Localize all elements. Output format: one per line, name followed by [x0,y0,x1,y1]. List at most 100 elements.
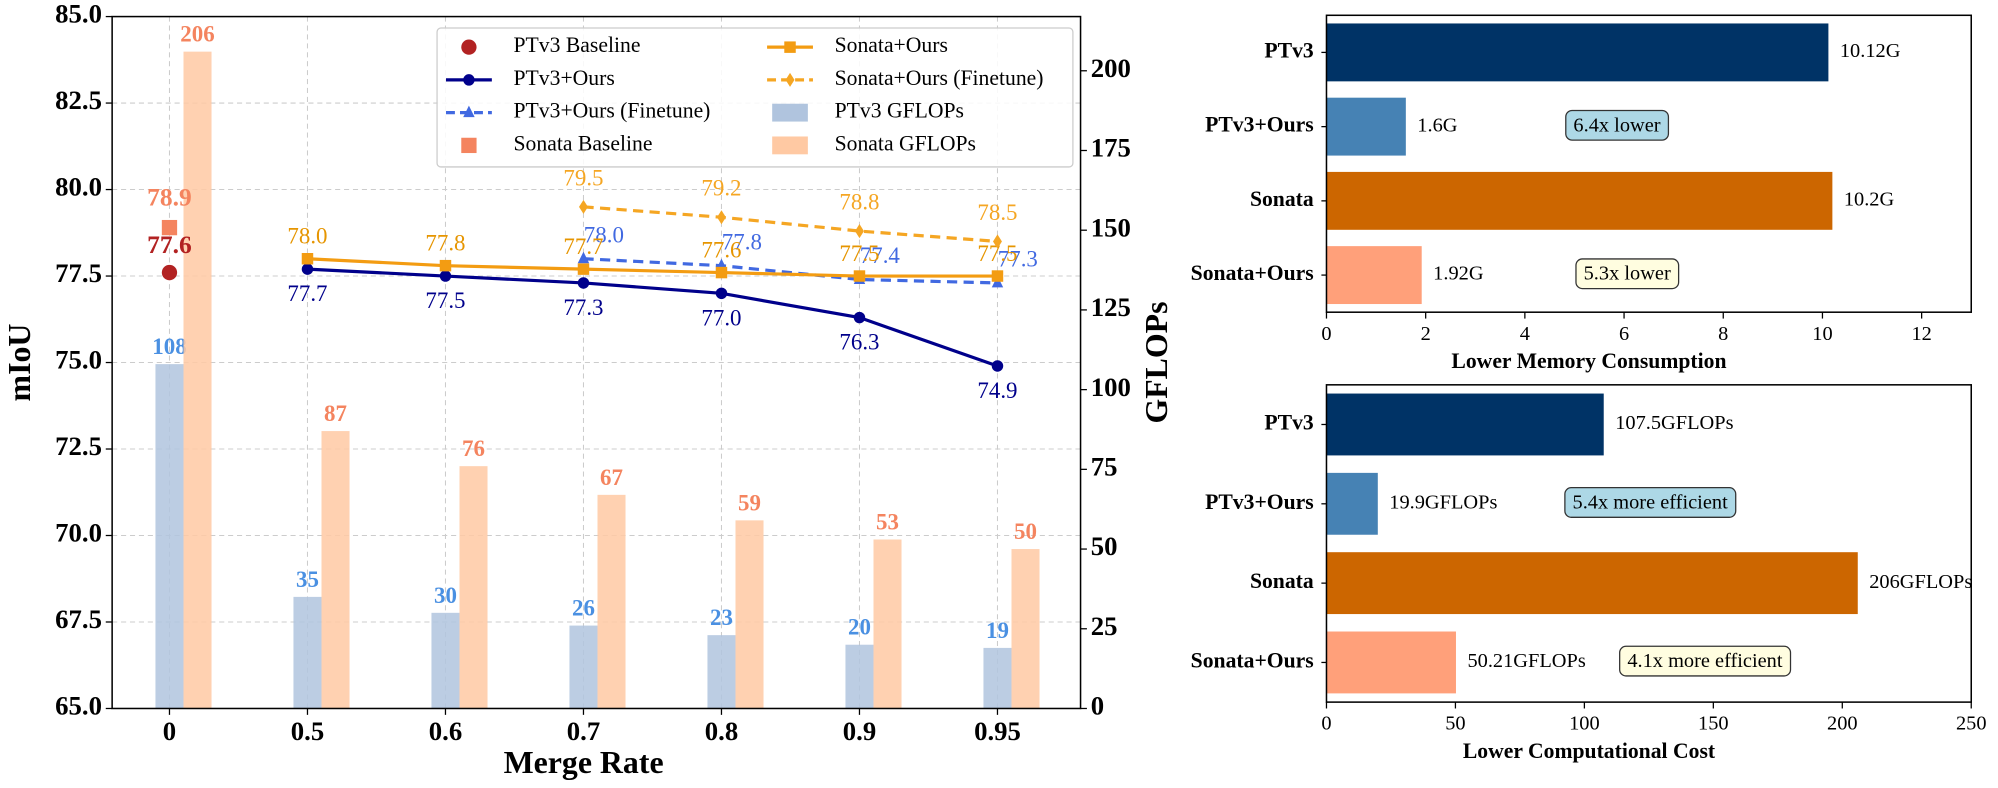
x-axis-label: Lower Computational Cost [1463,739,1716,763]
value-label: 19.9GFLOPs [1389,491,1497,513]
bar-value-label: 20 [848,615,871,640]
value-label: 50.21GFLOPs [1467,650,1585,672]
category-label: Sonata [1250,569,1314,593]
x-tick-label: 2 [1421,323,1431,345]
value-label: 10.12G [1840,40,1901,62]
y2-tick-label: 175 [1091,133,1131,163]
marker [579,199,588,214]
legend-label: PTv3 Baseline [514,33,641,57]
bar-value-label: 23 [710,605,733,630]
x-tick-label: 0 [1321,713,1331,735]
marker [717,210,726,225]
value-label: 77.7 [287,281,327,306]
value-label: 79.5 [563,165,603,190]
legend-label: PTv3+Ours [514,66,615,90]
marker [993,234,1002,249]
bar-value-label: 26 [572,596,595,621]
y2-tick-label: 150 [1091,212,1131,242]
bar-value-label: 53 [876,509,899,534]
y-tick-label: 77.5 [55,258,102,288]
bar [1326,631,1456,694]
value-label: 78.5 [977,200,1017,225]
y-tick-label: 80.0 [55,172,102,202]
y2-tick-label: 200 [1091,53,1131,83]
marker [991,270,1004,282]
legend-label: Sonata GFLOPs [835,131,976,155]
bar-value-label: 67 [600,465,623,490]
value-label: 77.5 [425,288,465,313]
annotation-box [1565,109,1670,141]
value-label: 77.6 [701,237,741,262]
bar [431,612,460,709]
category-label: Sonata+Ours [1191,261,1314,285]
marker [161,264,178,281]
value-label: 78.0 [287,224,327,249]
bar [1326,393,1604,456]
x-tick-label: 4 [1520,323,1530,345]
category-label: Sonata [1250,187,1314,211]
bar [183,51,212,709]
value-label: 78.9 [147,182,192,211]
y-tick-label: 65.0 [55,691,102,721]
x-tick-label: 0 [163,716,176,746]
legend-label: PTv3 GFLOPs [835,99,964,123]
category-label: PTv3 [1264,38,1314,62]
value-label: 77.3 [998,247,1038,272]
value-label: 74.9 [977,378,1017,403]
bar [1326,97,1406,156]
category-label: PTv3 [1264,410,1314,434]
x-tick-label: 0.6 [429,716,462,746]
legend-label: Sonata+Ours [835,33,948,57]
y-axis-label: mIoU [2,324,37,402]
y2-axis-label: GFLOPs [1139,301,1174,423]
bar [569,625,598,709]
bar [459,466,488,709]
value-label: 77.7 [563,234,603,259]
legend-label: Sonata+Ours (Finetune) [835,66,1044,90]
marker [161,219,178,236]
value-label: 78.0 [584,222,624,247]
value-label: 77.8 [722,229,762,254]
x-tick-label: 0.7 [567,716,600,746]
y-tick-label: 82.5 [55,85,102,115]
marker [785,72,795,87]
annotation: 5.3x lower [1584,263,1671,285]
x-tick-label: 100 [1569,713,1600,735]
bar [707,635,736,709]
marker [784,41,796,53]
y2-tick-label: 75 [1091,451,1118,481]
bar [1326,171,1833,230]
bar [1326,23,1829,82]
category-label: PTv3+Ours [1205,113,1314,137]
marker [439,270,452,282]
marker [301,263,314,275]
marker [715,266,728,279]
bar [1326,552,1858,615]
marker [461,137,477,154]
marker [463,74,475,86]
bar [735,520,764,709]
x-tick-label: 6 [1619,323,1629,345]
annotation: 4.1x more efficient [1627,650,1783,672]
annotation: 5.4x more efficient [1573,491,1729,513]
legend-swatch [772,136,808,155]
bar [1326,246,1422,305]
marker [991,360,1004,372]
bar [873,539,902,709]
value-label: 10.2G [1844,189,1895,211]
marker [577,251,590,264]
bar-value-label: 76 [462,436,485,461]
category-label: PTv3+Ours [1205,490,1314,514]
line [307,267,998,368]
annotation: 6.4x lower [1573,114,1660,136]
y2-tick-label: 0 [1091,691,1104,721]
plot-frame [1325,384,1973,703]
value-label: 78.8 [839,190,879,215]
bar-value-label: 87 [324,401,347,426]
x-tick-label: 0.8 [705,716,738,746]
y2-tick-label: 125 [1091,292,1131,322]
marker [463,105,475,118]
value-label: 76.3 [839,330,879,355]
value-label: 107.5GFLOPs [1615,412,1733,434]
